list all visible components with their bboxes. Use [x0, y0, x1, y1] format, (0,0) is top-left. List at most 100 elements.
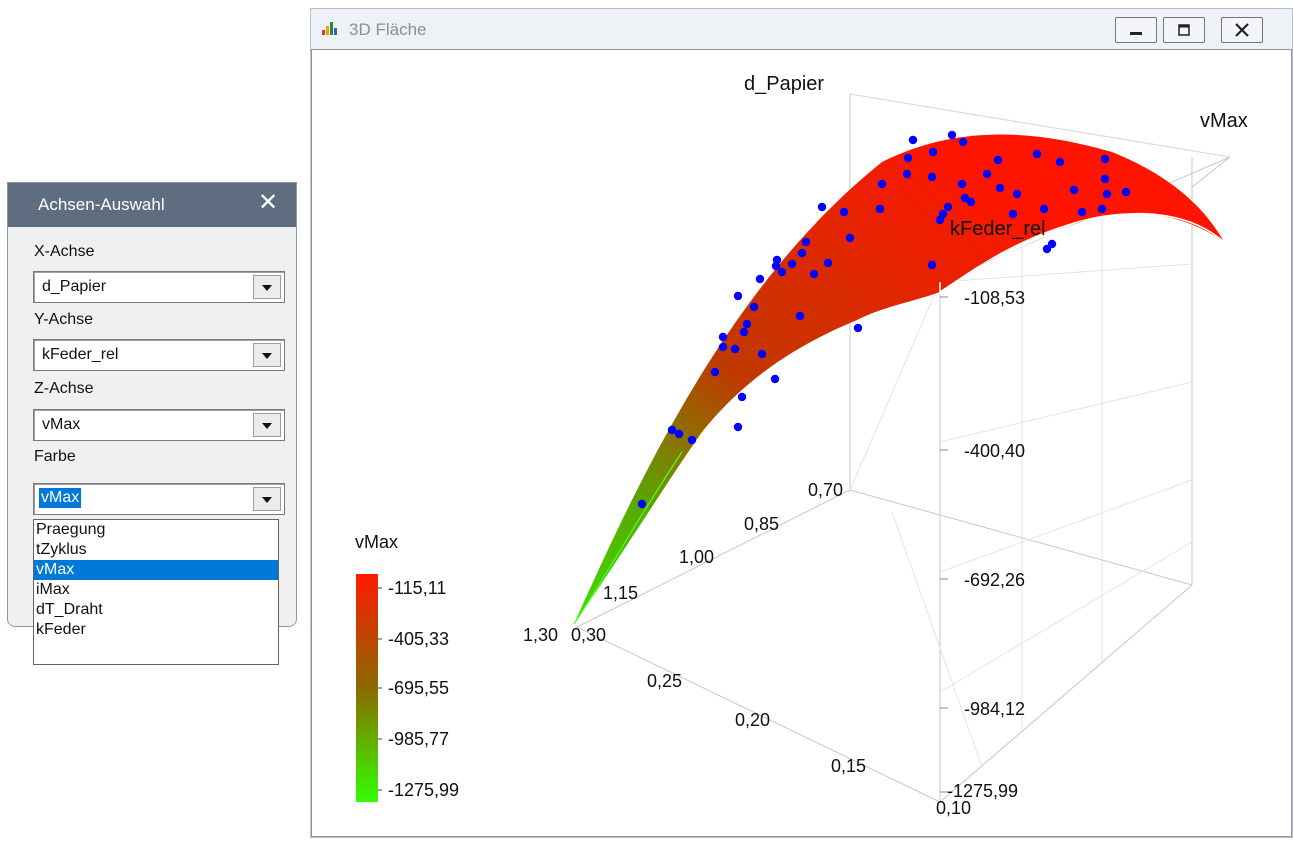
x-tick-label: 1,00 — [679, 547, 714, 567]
color-option[interactable]: Praegung — [36, 521, 106, 538]
x-axis-select-value: d_Papier — [42, 278, 107, 295]
maximize-button[interactable] — [1163, 17, 1205, 43]
minimize-button[interactable] — [1115, 17, 1157, 43]
data-point — [958, 137, 968, 147]
close-icon — [1235, 23, 1249, 37]
data-point — [928, 147, 938, 157]
x-axis-select[interactable]: d_Papier — [33, 271, 285, 303]
surface-edge — [939, 212, 1225, 293]
color-select-value: vMax — [39, 488, 82, 508]
response-surface — [574, 134, 1224, 624]
data-point — [1042, 244, 1052, 254]
data-point — [927, 260, 937, 270]
data-point — [1008, 209, 1018, 219]
data-point — [903, 153, 913, 163]
y-tick-label: 0,10 — [936, 798, 971, 818]
data-point — [982, 169, 992, 179]
minimize-icon — [1130, 32, 1142, 35]
y-tick-label: 0,25 — [647, 671, 682, 691]
data-point — [1100, 154, 1110, 164]
data-point — [960, 193, 970, 203]
data-point — [966, 197, 976, 207]
color-label: Farbe — [34, 448, 76, 465]
color-option[interactable]: vMax — [34, 560, 278, 580]
x-axis-title: d_Papier — [744, 73, 824, 95]
data-point — [902, 169, 912, 179]
chevron-down-icon[interactable] — [253, 343, 281, 367]
legend-value: -695,55 — [388, 678, 449, 698]
z-tick-label: -984,12 — [964, 699, 1025, 719]
data-point — [1032, 149, 1042, 159]
data-point — [993, 155, 1003, 165]
x-tick-label: 1,30 — [523, 625, 558, 645]
data-point — [809, 269, 819, 279]
color-option[interactable]: iMax — [36, 581, 70, 598]
panel-title: Achsen-Auswahl — [38, 195, 165, 214]
color-select[interactable]: vMax — [33, 483, 285, 515]
axis-selection-panel: Achsen-Auswahl ✕ X-Achse d_Papier Y-Achs… — [7, 182, 297, 665]
y-axis-title: kFeder_rel — [950, 218, 1046, 240]
y-tick-label: 0,30 — [571, 625, 606, 645]
z-tick-label: -108,53 — [964, 288, 1025, 308]
data-point — [1102, 189, 1112, 199]
data-point — [737, 392, 747, 402]
data-point — [749, 302, 759, 312]
legend-value: -985,77 — [388, 729, 449, 749]
x-tick-label: 1,15 — [603, 583, 638, 603]
data-point — [797, 248, 807, 258]
chevron-down-icon[interactable] — [253, 487, 281, 511]
data-point — [1100, 174, 1110, 184]
data-point — [877, 179, 887, 189]
color-dropdown-list[interactable]: Praegung tZyklus vMax iMax dT_Draht kFed… — [33, 519, 279, 665]
chevron-down-icon[interactable] — [253, 275, 281, 299]
data-point — [795, 311, 805, 321]
color-option[interactable]: tZyklus — [36, 541, 87, 558]
legend-value: -405,33 — [388, 629, 449, 649]
legend-title: vMax — [355, 532, 398, 552]
data-point — [718, 332, 728, 342]
x-tick-label: 0,70 — [808, 480, 843, 500]
y-axis-select[interactable]: kFeder_rel — [33, 339, 285, 371]
plot-area[interactable]: d_Papier vMax kFeder_rel 0,70 0,85 1,00 … — [311, 49, 1292, 837]
data-point — [947, 130, 957, 140]
data-point — [845, 233, 855, 243]
x-tick-label: 0,85 — [744, 514, 779, 534]
panel-header[interactable]: Achsen-Auswahl ✕ — [8, 183, 296, 227]
z-axis-label: Z-Achse — [34, 380, 94, 397]
chevron-down-icon[interactable] — [253, 413, 281, 437]
close-button[interactable] — [1221, 17, 1263, 43]
color-option[interactable]: dT_Draht — [36, 601, 103, 618]
legend-value: -115,11 — [388, 578, 446, 598]
z-tick-label: -400,40 — [964, 441, 1025, 461]
z-axis-select[interactable]: vMax — [33, 409, 285, 441]
tick-marks — [940, 296, 948, 793]
color-option[interactable]: kFeder — [36, 621, 86, 638]
data-point — [770, 374, 780, 384]
window-titlebar[interactable]: 3D Fläche — [311, 9, 1292, 49]
data-point — [1069, 185, 1079, 195]
data-point — [875, 204, 885, 214]
legend-value: -1275,99 — [388, 780, 459, 800]
maximize-icon — [1178, 24, 1190, 36]
data-point — [995, 183, 1005, 193]
data-point — [777, 267, 787, 277]
y-axis-select-value: kFeder_rel — [42, 346, 119, 363]
close-icon[interactable]: ✕ — [258, 189, 279, 216]
data-point — [1055, 157, 1065, 167]
surface-chart[interactable]: d_Papier vMax kFeder_rel 0,70 0,85 1,00 … — [312, 50, 1291, 836]
data-point — [927, 172, 937, 182]
data-point — [1077, 207, 1087, 217]
z-tick-label: -692,26 — [964, 570, 1025, 590]
plot-box — [576, 93, 1231, 803]
legend-color-bar — [356, 574, 378, 802]
data-point — [908, 135, 918, 145]
z-tick-label: -1275,99 — [947, 781, 1018, 801]
data-point — [757, 349, 767, 359]
data-point — [674, 429, 684, 439]
data-point — [733, 422, 743, 432]
data-point — [1039, 204, 1049, 214]
y-tick-label: 0,20 — [735, 710, 770, 730]
data-point — [943, 202, 953, 212]
data-point — [787, 259, 797, 269]
data-point — [1097, 204, 1107, 214]
